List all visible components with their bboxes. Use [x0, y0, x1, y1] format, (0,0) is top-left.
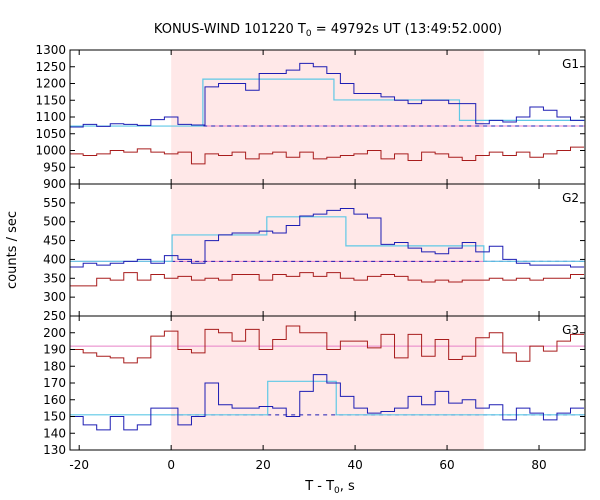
background-histogram: [70, 325, 585, 364]
y-tick-label: 1150: [35, 93, 66, 107]
panel-frame: [69, 315, 586, 451]
signal-histogram: [70, 62, 585, 128]
y-tick-label: 160: [43, 393, 66, 407]
y-tick-label: 900: [43, 177, 66, 191]
y-axis-label: counts / sec: [5, 211, 20, 289]
fit-step-line: [70, 216, 585, 262]
panel-label: G3: [562, 323, 579, 337]
y-tick-label: 140: [43, 426, 66, 440]
y-tick-label: 1050: [35, 127, 66, 141]
y-tick-label: 300: [43, 290, 66, 304]
background-histogram: [70, 146, 585, 165]
y-tick-label: 1200: [35, 77, 66, 91]
y-tick-label: 950: [43, 160, 66, 174]
chart-title: KONUS-WIND 101220 T0 = 49792s UT (13:49:…: [154, 22, 502, 39]
y-tick-label: 250: [43, 309, 66, 323]
y-tick-label: 200: [43, 326, 66, 340]
y-tick-label: 400: [43, 252, 66, 266]
panel-plot-area: [70, 325, 585, 431]
y-tick-label: 150: [43, 410, 66, 424]
y-tick-label: 1100: [35, 110, 66, 124]
y-tick-label: 180: [43, 359, 66, 373]
background-histogram: [70, 272, 585, 287]
x-tick-label: 60: [439, 458, 454, 472]
plot-layer: 9009501000105011001150120012501300G12503…: [35, 43, 586, 472]
y-tick-label: 350: [43, 271, 66, 285]
panel-g3: 130 140 150 160 170 180 190 200 G3: [43, 315, 586, 457]
y-tick-label: 1000: [35, 144, 66, 158]
x-tick-label: 40: [347, 458, 362, 472]
panel-label: G1: [562, 57, 579, 71]
panel-plot-area: [70, 62, 585, 165]
x-tick-label: 20: [255, 458, 270, 472]
y-tick-label: 1300: [35, 43, 66, 57]
y-tick-label: 190: [43, 343, 66, 357]
signal-histogram: [70, 374, 585, 431]
panel-g2: 250 300 350 400 450 500 550 G2: [43, 183, 586, 323]
y-tick-label: 130: [43, 443, 66, 457]
signal-histogram: [70, 208, 585, 268]
y-tick-label: 450: [43, 234, 66, 248]
y-tick-label: 550: [43, 196, 66, 210]
fit-step-line: [70, 78, 585, 127]
x-axis-label: T - T0, s: [304, 479, 355, 496]
y-tick-label: 1250: [35, 60, 66, 74]
y-tick-label: 500: [43, 215, 66, 229]
panel-plot-area: [70, 208, 585, 287]
panel-label: G2: [562, 191, 579, 205]
panel-g1: 900 950 1000 1050 1100 1150 1200 1250 1300 G1: [35, 43, 586, 191]
x-tick-label: -20: [69, 458, 89, 472]
fit-step-line: [70, 380, 585, 416]
x-tick-label: 80: [531, 458, 546, 472]
y-tick-label: 170: [43, 376, 66, 390]
x-tick-label: 0: [167, 458, 175, 472]
